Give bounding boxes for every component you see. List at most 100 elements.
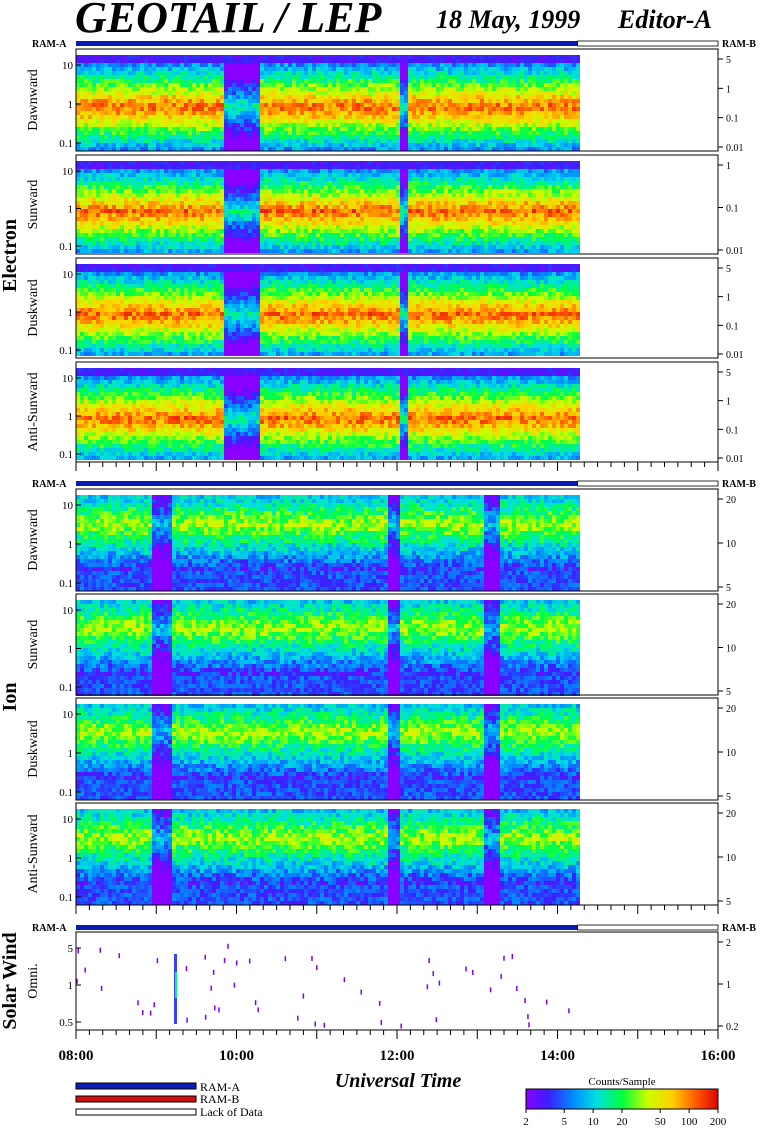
right-tick-label: 10 (726, 644, 736, 655)
left-tick-label: 0.1 (59, 578, 73, 590)
left-tick-label: 1 (68, 644, 74, 656)
lack-of-data-bar (577, 924, 719, 931)
lack-of-data-bar (577, 40, 719, 47)
colorbar-tick-label: 100 (681, 1116, 698, 1128)
panel-frame (75, 593, 719, 696)
left-tick-label: 0.1 (59, 449, 73, 461)
right-tick-label: 20 (726, 809, 736, 820)
ram-bar (76, 41, 578, 46)
legend-swatch-ram-a (75, 1082, 197, 1090)
panel-anti-sunward: Anti-Sunward 10 1 0.1 20 10 5 (26, 802, 736, 908)
panel-frame (75, 154, 719, 255)
group-label: Ion (0, 683, 21, 712)
x-tick-label: 12:00 (380, 1048, 415, 1064)
legend-label-lack: Lack of Data (200, 1105, 263, 1119)
left-tick-label: 0.1 (59, 138, 73, 150)
left-tick-label: 0.1 (59, 892, 73, 904)
left-tick-label: 1 (68, 204, 74, 216)
right-tick-label: 5 (726, 792, 731, 803)
left-tick-label: 1 (68, 853, 74, 865)
right-tick-label: 2 (726, 938, 731, 949)
left-tick-label: 10 (62, 166, 74, 178)
colorbar-tick-label: 2 (523, 1116, 529, 1128)
x-tick-label: 08:00 (59, 1048, 94, 1064)
right-tick-label: 1 (726, 293, 731, 304)
x-axis-label: Universal Time (335, 1070, 462, 1092)
colorbar-tick-label: 10 (588, 1116, 600, 1128)
left-tick-label: 0.1 (59, 241, 73, 253)
right-tick-label: 20 (726, 600, 736, 611)
colorbar-tick-label: 200 (710, 1116, 727, 1128)
lack-of-data-bar (577, 480, 719, 487)
panel-duskward: Duskward 10 1 0.1 5 1 0.1 0.01 (26, 257, 744, 361)
right-tick-label: 0.1 (726, 114, 739, 125)
ram-left-label: RAM-A (32, 39, 67, 50)
ram-left-label: RAM-A (32, 923, 67, 934)
right-tick-label: 5 (726, 687, 731, 698)
right-tick-label: 1 (726, 980, 731, 991)
colorbar-tick-label: 20 (617, 1116, 629, 1128)
right-tick-label: 0.01 (726, 143, 744, 154)
panel-sunward: Sunward 10 1 0.1 1 0.1 0.01 (26, 154, 744, 257)
right-tick-label: 1 (726, 84, 731, 95)
left-tick-label: 0.1 (59, 787, 73, 799)
ram-right-label: RAM-B (722, 479, 756, 490)
right-tick-label: 10 (726, 748, 736, 759)
right-tick-label: 1 (726, 161, 731, 172)
left-tick-label: 10 (62, 60, 74, 72)
x-tick-label: 14:00 (540, 1048, 575, 1064)
page-title: GEOTAIL / LEP (75, 0, 383, 42)
group-electron: RAM-A RAM-B Electron Dawnward 10 1 0.1 5 1 0.1 0.0… (0, 39, 756, 471)
right-tick-label: 5 (726, 897, 731, 908)
left-tick-label: 10 (62, 605, 74, 617)
left-tick-label: 10 (62, 373, 74, 385)
left-tick-label: 5 (68, 943, 74, 955)
right-tick-label: 1 (726, 397, 731, 408)
panel-label: Dawnward (26, 509, 41, 570)
ram-right-label: RAM-B (722, 923, 756, 934)
left-tick-label: 0.1 (59, 345, 73, 357)
date-label: 18 May, 1999 (436, 5, 580, 34)
left-tick-label: 1 (68, 748, 74, 760)
right-tick-label: 5 (726, 264, 731, 275)
panel-label: Sunward (26, 180, 41, 230)
left-tick-label: 0.5 (59, 1017, 73, 1029)
right-tick-label: 0.2 (726, 1022, 739, 1033)
panel-frame (75, 257, 719, 359)
right-tick-label: 10 (726, 853, 736, 864)
group-label: Solar Wind (0, 932, 21, 1029)
right-tick-label: 0.1 (726, 425, 739, 436)
panel-dawnward: Dawnward 10 1 0.1 5 1 0.1 0.01 (26, 48, 744, 154)
panel-label: Duskward (26, 279, 41, 337)
right-tick-label: 5 (726, 55, 731, 66)
right-tick-label: 0.01 (726, 350, 744, 361)
panel-frame (75, 697, 719, 801)
panel-label: Sunward (26, 620, 41, 670)
panel-label: Duskward (26, 720, 41, 778)
ram-legend: RAM-A RAM-B Lack of Data (75, 1080, 263, 1119)
panel-anti-sunward: Anti-Sunward 10 1 0.1 5 1 0.1 0.01 (26, 361, 744, 465)
left-tick-label: 1 (68, 980, 74, 992)
left-tick-label: 1 (68, 307, 74, 319)
panels-layer: RAM-A RAM-B Electron Dawnward 10 1 0.1 5 1 0.1 0.0… (0, 39, 756, 1039)
ram-bar (76, 481, 578, 486)
legend-label-ram-b: RAM-B (200, 1092, 239, 1106)
legend-label-ram-a: RAM-A (200, 1080, 240, 1094)
left-tick-label: 1 (68, 539, 74, 551)
panel-label: Omni. (26, 963, 41, 998)
left-tick-label: 1 (68, 411, 74, 423)
group-label: Electron (0, 219, 21, 292)
colorbar: Counts/Sample 2 5 10 20 50 100 200 (523, 1076, 727, 1128)
legend-swatch-ram-b (75, 1095, 197, 1103)
panel-dawnward: Dawnward 10 1 0.1 20 10 5 (26, 488, 736, 594)
colorbar-tick-label: 5 (561, 1116, 567, 1128)
right-tick-label: 0.01 (726, 454, 744, 465)
panel-frame (75, 931, 719, 1031)
ram-right-label: RAM-B (722, 39, 756, 50)
right-tick-label: 20 (726, 704, 736, 715)
left-tick-label: 10 (62, 500, 74, 512)
left-tick-label: 10 (62, 269, 74, 281)
legend-swatch-lack (75, 1108, 197, 1116)
colorbar-ticks: 2 5 10 20 50 100 200 (523, 1109, 727, 1128)
